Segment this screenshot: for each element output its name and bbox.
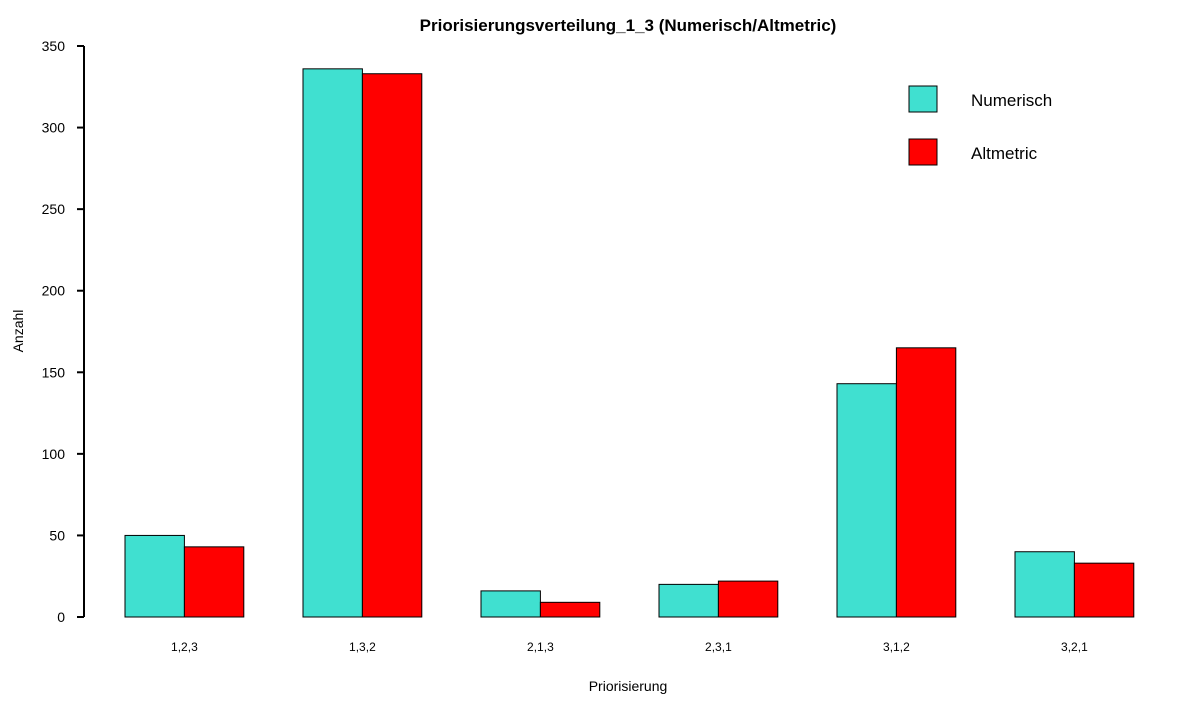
- y-tick-label: 250: [42, 201, 66, 217]
- legend-label-altmetric: Altmetric: [971, 144, 1038, 163]
- y-tick-label: 100: [42, 446, 66, 462]
- bar-numerisch-3-2-1: [1014, 551, 1075, 618]
- bar-altmetric-3-1-2: [895, 347, 957, 618]
- x-tick-label: 2,1,3: [527, 640, 554, 654]
- x-tick-label: 1,2,3: [171, 640, 198, 654]
- bar-altmetric-1-2-3: [183, 546, 245, 618]
- x-axis-tick-labels: 1,2,3 1,3,2 2,1,3 2,3,1 3,1,2 3,2,1: [171, 640, 1088, 654]
- y-tick-label: 150: [42, 364, 66, 380]
- bar-numerisch-2-1-3: [480, 590, 541, 618]
- legend: Numerisch Altmetric: [908, 85, 1052, 166]
- bar-numerisch-2-3-1: [658, 583, 719, 618]
- y-tick-label: 0: [57, 609, 65, 625]
- x-tick-label: 2,3,1: [705, 640, 732, 654]
- x-tick-label: 3,1,2: [883, 640, 910, 654]
- bar-numerisch-1-2-3: [124, 534, 185, 618]
- legend-swatch-altmetric: [908, 138, 938, 166]
- bar-altmetric-2-3-1: [717, 580, 779, 618]
- y-axis-label: Anzahl: [10, 310, 26, 353]
- y-tick-label: 350: [42, 38, 66, 54]
- y-tick-label: 50: [49, 527, 65, 543]
- legend-swatch-numerisch: [908, 85, 938, 113]
- bar-altmetric-3-2-1: [1073, 562, 1135, 618]
- chart-title: Priorisierungsverteilung_1_3 (Numerisch/…: [420, 16, 837, 35]
- y-axis: 0 50 100 150 200 250 300 350: [42, 38, 85, 625]
- x-axis-label: Priorisierung: [589, 678, 668, 694]
- bar-altmetric-1-3-2: [361, 73, 423, 618]
- y-tick-label: 300: [42, 120, 66, 136]
- bar-numerisch-1-3-2: [302, 68, 363, 618]
- bar-altmetric-2-1-3: [539, 601, 601, 618]
- x-tick-label: 3,2,1: [1061, 640, 1088, 654]
- bars: [124, 68, 1135, 618]
- legend-label-numerisch: Numerisch: [971, 91, 1052, 110]
- x-tick-label: 1,3,2: [349, 640, 376, 654]
- bar-numerisch-3-1-2: [836, 383, 897, 618]
- y-tick-label: 200: [42, 283, 66, 299]
